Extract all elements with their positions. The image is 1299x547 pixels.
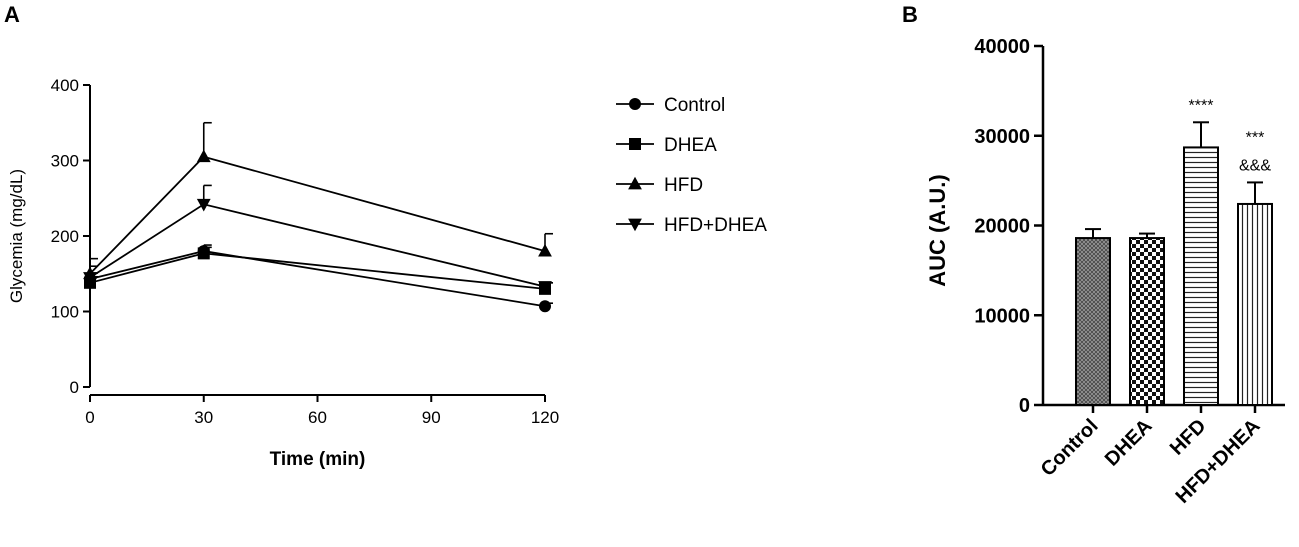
- significance-marker: &&&: [1239, 157, 1271, 174]
- panel-b-label: B: [902, 2, 918, 27]
- x-tick-label: HFD: [1166, 415, 1211, 460]
- x-tick-label: Control: [1037, 415, 1103, 481]
- y-tick-label: 0: [1019, 395, 1030, 417]
- legend-marker-hfd+dhea: [628, 218, 642, 232]
- x-tick-label: DHEA: [1101, 415, 1157, 471]
- data-point-hfd: [196, 149, 211, 163]
- y-tick-label: 20000: [974, 216, 1030, 238]
- legend-label: HFD+DHEA: [664, 215, 767, 236]
- series-line-hfd: [89, 155, 546, 275]
- data-point-control: [539, 300, 551, 313]
- x-tick-label: 90: [422, 408, 441, 427]
- y-tick-label: 0: [70, 378, 79, 397]
- data-point-hfd: [538, 243, 552, 257]
- data-point-hfd+dhea: [83, 272, 97, 285]
- bar-hfd+dhea: [1237, 202, 1273, 406]
- bar-hfd: [1183, 146, 1219, 406]
- legend-label: HFD: [664, 175, 703, 196]
- y-axis-label: AUC (A.U.): [925, 174, 950, 286]
- y-axis-label: Glycemia (mg/dL): [7, 169, 26, 303]
- legend-marker-dhea: [629, 138, 641, 150]
- x-axis-label: Time (min): [270, 449, 366, 470]
- y-tick-label: 100: [51, 303, 79, 322]
- y-tick-label: 10000: [974, 305, 1030, 327]
- glycemia-line-chart: 0 100 200 300 400 0 30 60 90 120 Time (min) Glycemi…: [7, 76, 767, 470]
- y-tick-label: 300: [51, 152, 79, 171]
- y-tick-label: 30000: [974, 126, 1030, 148]
- y-tick-label: 40000: [974, 36, 1030, 58]
- legend-marker-control: [629, 98, 641, 110]
- panel-a-label: A: [4, 2, 20, 27]
- auc-bar-chart: 0 10000 20000 30000 40000 AUC (A.U.) ControlDH…: [925, 36, 1285, 508]
- series-line-control: [89, 250, 546, 308]
- y-tick-label: 200: [51, 227, 79, 246]
- legend-label: DHEA: [664, 135, 717, 156]
- significance-marker: ****: [1189, 97, 1214, 114]
- legend-label: Control: [664, 95, 725, 116]
- series-line-hfd+dhea: [89, 203, 546, 288]
- series-line-dhea: [89, 252, 546, 290]
- bar-control: [1075, 237, 1111, 406]
- x-tick-label: 0: [85, 408, 94, 427]
- x-tick-label: 60: [308, 408, 327, 427]
- x-tick-label: 30: [194, 408, 213, 427]
- significance-marker: ***: [1246, 129, 1265, 146]
- legend-marker-hfd: [628, 176, 642, 190]
- data-point-hfd+dhea: [538, 281, 552, 294]
- data-point-hfd+dhea: [196, 198, 211, 212]
- bar-dhea: [1129, 237, 1165, 406]
- x-tick-label: 120: [531, 408, 559, 427]
- y-tick-label: 400: [51, 76, 79, 95]
- data-point-dhea: [197, 247, 210, 260]
